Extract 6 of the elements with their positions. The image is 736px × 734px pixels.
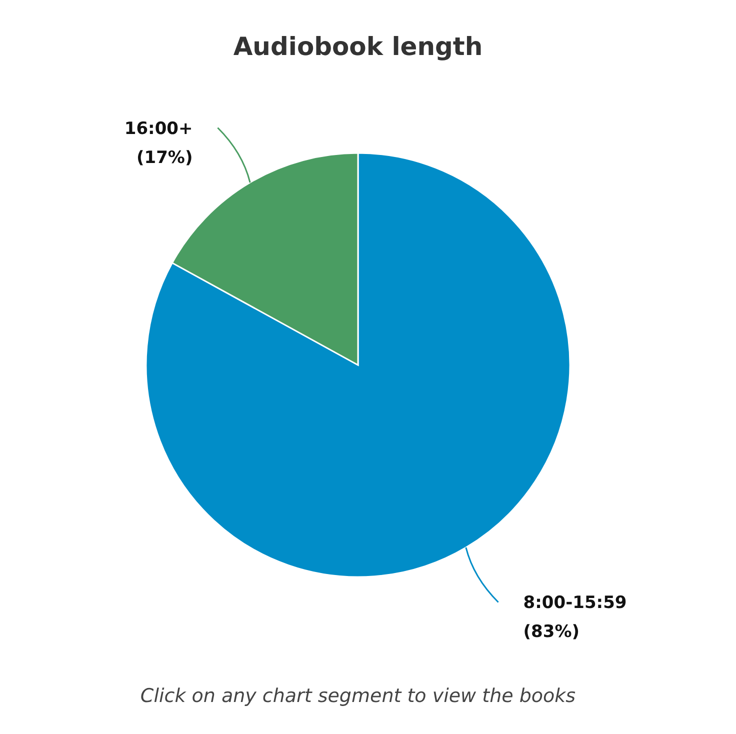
slice-label: 16:00+ [124, 118, 193, 139]
chart-title: Audiobook length [233, 32, 483, 61]
text: Click on any chart segment to view the books [140, 685, 576, 707]
data-label: (83%) [523, 622, 580, 642]
data-label: (17%) [136, 148, 193, 168]
slice-label: 8:00-15:59 [523, 593, 627, 614]
